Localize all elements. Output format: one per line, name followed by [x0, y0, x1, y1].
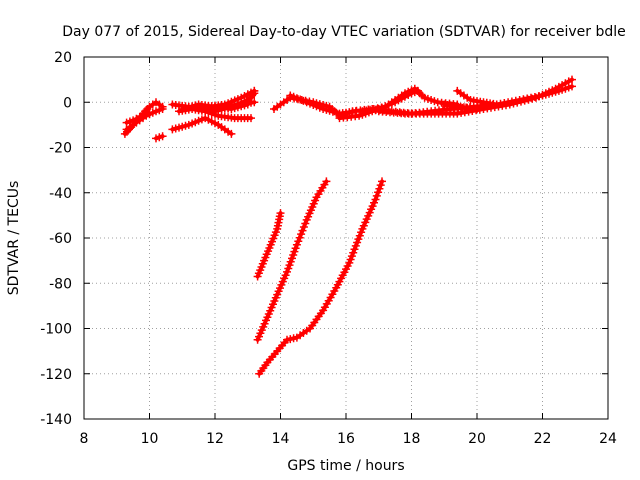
data-point [294, 237, 303, 246]
data-point [473, 105, 481, 113]
series-layer [120, 75, 576, 378]
data-point [376, 181, 385, 190]
x-tick-label: 10 [141, 431, 159, 447]
data-point [358, 107, 367, 116]
data-point [372, 191, 381, 200]
x-tick-label: 22 [534, 431, 552, 447]
data-point [247, 114, 255, 123]
data-point [524, 95, 533, 104]
data-point [375, 184, 384, 193]
x-tick-label: 20 [468, 431, 486, 447]
y-tick-label: -40 [49, 186, 72, 202]
data-point [366, 105, 374, 114]
series-arc-18 [253, 209, 285, 281]
y-tick-label: 20 [54, 50, 72, 66]
chart-title: Day 077 of 2015, Sidereal Day-to-day VTE… [62, 24, 626, 40]
series-arc-12 [286, 91, 360, 118]
y-tick-label: -60 [49, 231, 72, 247]
data-point [158, 132, 167, 141]
data-point [505, 100, 514, 109]
data-point [322, 177, 331, 186]
data-point [301, 219, 310, 228]
x-tick-label: 18 [403, 431, 421, 447]
data-point [276, 209, 285, 218]
series-arc-10 [204, 86, 259, 111]
series-arc-3 [122, 109, 154, 127]
data-point [227, 129, 236, 138]
y-tick-label: -140 [40, 412, 72, 428]
series-arc-16 [453, 86, 501, 109]
data-point [568, 82, 576, 91]
x-axis-label: GPS time / hours [287, 458, 404, 474]
data-point [292, 240, 301, 249]
data-point [158, 105, 167, 113]
series-arc-19 [253, 177, 331, 344]
data-point [295, 233, 304, 242]
data-point [145, 109, 154, 118]
y-tick-label: -100 [40, 322, 72, 338]
data-point [568, 75, 576, 84]
y-axis-label: SDTVAR / TECUs [6, 181, 22, 296]
data-point [509, 99, 518, 108]
series-arc-17 [440, 100, 481, 113]
x-tick-label: 24 [599, 431, 617, 447]
data-point [492, 100, 501, 109]
data-point [297, 230, 306, 239]
series-arc-6 [168, 114, 236, 138]
x-tick-label: 12 [206, 431, 224, 447]
y-tick-label: -120 [40, 367, 72, 383]
data-point [517, 97, 525, 106]
data-point [298, 226, 307, 235]
data-point [250, 98, 259, 107]
y-tick-label: -80 [49, 276, 72, 292]
data-point [374, 188, 383, 197]
y-tick-label: -20 [49, 141, 72, 157]
x-tick-label: 16 [337, 431, 355, 447]
x-tick-label: 14 [272, 431, 290, 447]
y-tick-label: 0 [63, 95, 72, 111]
data-point [299, 223, 308, 231]
series-arc-20 [255, 177, 386, 378]
series-arc-4 [152, 132, 167, 143]
tick-layer: 8 10 12 14 16 18 20 22 24 -140 -120 -100 -80 -60 -40 -2… [40, 50, 617, 447]
data-point [371, 195, 380, 204]
data-point [528, 94, 537, 103]
data-point [513, 98, 522, 107]
x-tick-label: 8 [80, 431, 89, 447]
data-point [378, 177, 386, 186]
data-point [250, 86, 259, 95]
data-point [520, 96, 529, 105]
